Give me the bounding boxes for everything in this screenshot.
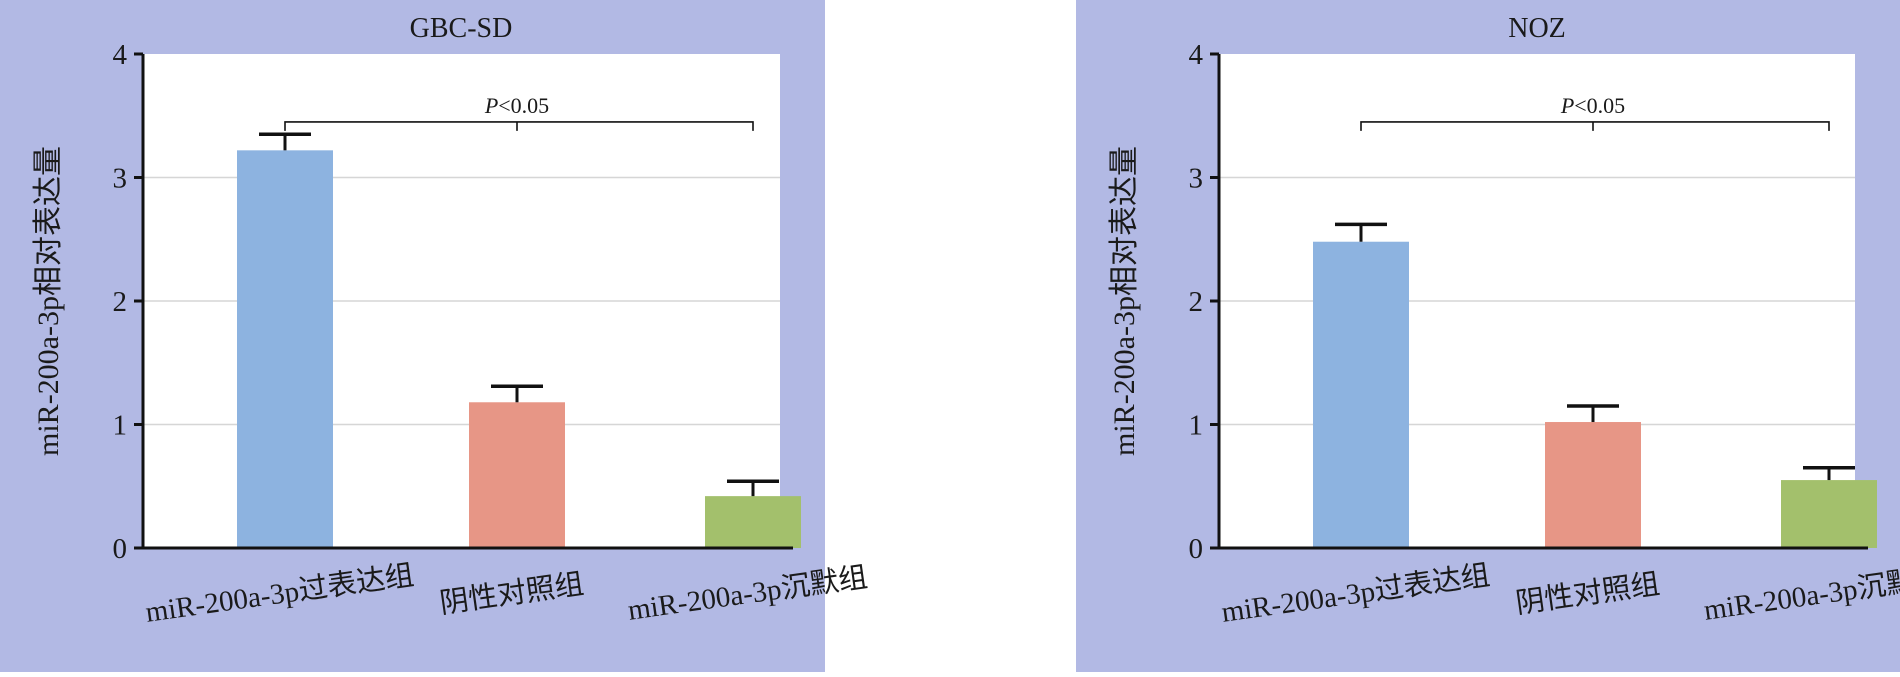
chart-panel-2: NOZP<0.0501234miR-200a-3p相对表达量miR-200a-3… (1076, 0, 1900, 672)
y-tick-label: 0 (113, 533, 128, 565)
significance-bracket: P<0.05 (1360, 93, 1830, 131)
bracket-line (1360, 121, 1830, 131)
y-tick-label: 4 (113, 39, 128, 71)
error-bar-2 (491, 384, 543, 403)
error-bar-2 (1567, 404, 1619, 423)
y-tick-label: 4 (1189, 39, 1204, 71)
y-tick-label: 1 (113, 410, 128, 442)
error-bar-1 (1335, 222, 1387, 242)
chart-panel-1: GBC-SDP<0.0501234miR-200a-3p相对表达量miR-200… (0, 0, 870, 672)
bar-2 (469, 402, 565, 548)
significance-label-rest: <0.05 (1574, 93, 1625, 118)
error-bar-1 (259, 132, 311, 151)
y-axis-label: miR-200a-3p相对表达量 (32, 146, 65, 456)
significance-label-rest: <0.05 (498, 93, 549, 118)
bar-1 (237, 150, 333, 548)
y-tick-label: 1 (1189, 410, 1204, 442)
bar-1 (1313, 241, 1409, 548)
chart-title: NOZ (1508, 13, 1566, 44)
y-tick-label: 3 (1189, 163, 1204, 195)
error-bar-3 (1803, 465, 1855, 481)
bar-3 (1781, 480, 1877, 548)
chart-title: GBC-SD (410, 13, 513, 44)
significance-label-italic: P (484, 93, 498, 118)
significance-bracket: P<0.05 (284, 93, 754, 131)
significance-label-italic: P (1560, 93, 1574, 118)
y-tick-label: 2 (113, 286, 128, 318)
error-bar-3 (727, 479, 779, 497)
bracket-line (284, 121, 754, 131)
y-tick-label: 0 (1189, 533, 1204, 565)
y-tick-label: 2 (1189, 286, 1204, 318)
significance-label: P<0.05 (484, 93, 549, 118)
bar-3 (705, 496, 801, 548)
y-axis-label: miR-200a-3p相对表达量 (1108, 146, 1141, 456)
bar-2 (1545, 422, 1641, 548)
significance-label: P<0.05 (1560, 93, 1625, 118)
y-tick-label: 3 (113, 163, 128, 195)
